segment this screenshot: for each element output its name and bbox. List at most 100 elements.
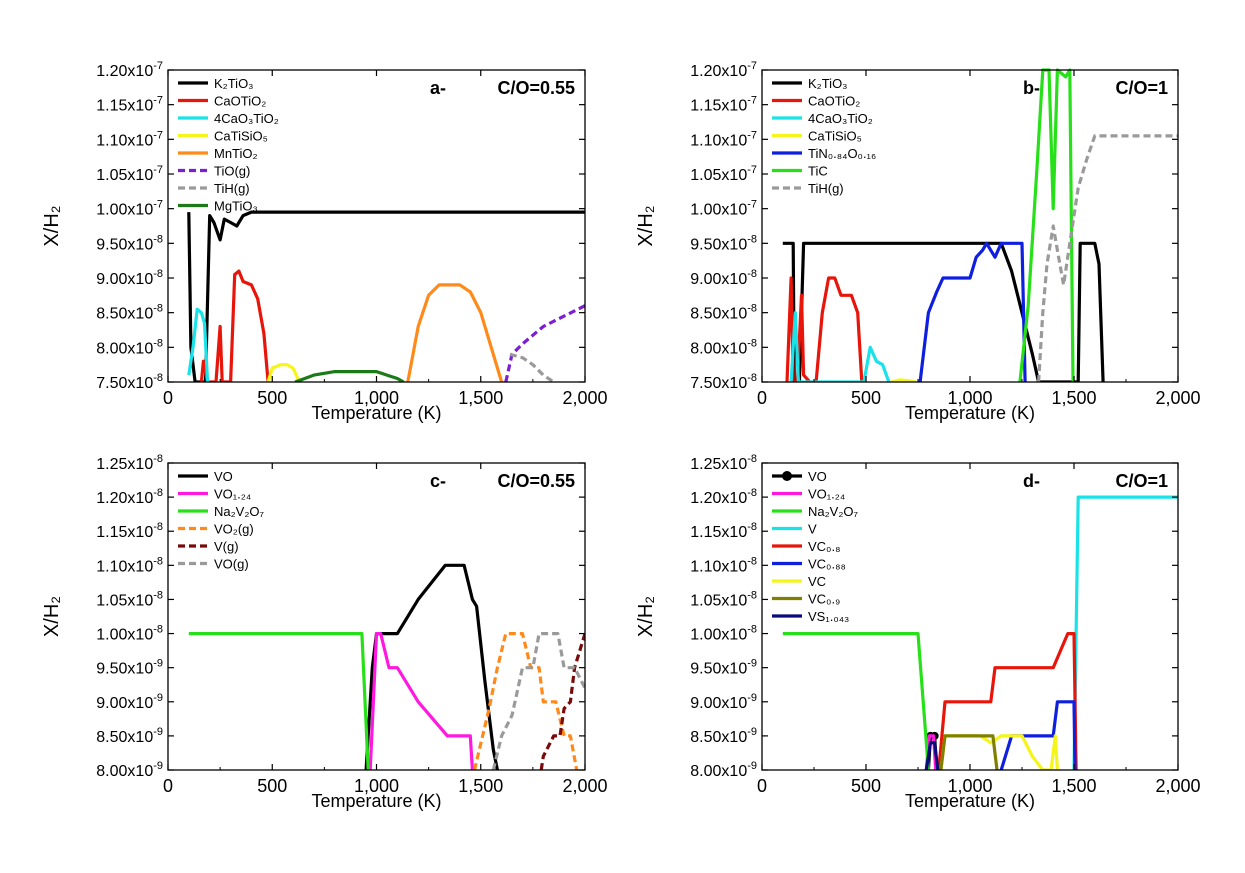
y-tick-label: 8.50x10-8 (96, 303, 163, 323)
y-tick-label: 7.50x10-8 (96, 372, 163, 392)
y-tick-label: 1.00x10-8 (690, 624, 757, 644)
legend-label-5: VO(g) (214, 557, 249, 572)
legend-label-4: MnTiO₂ (214, 146, 258, 161)
y-tick-label: 9.50x10-8 (96, 233, 163, 253)
panel-annotation: C/O=1 (1115, 78, 1168, 98)
panel-b: 0 500 1,000 1,500 2,000 7.50x10-8 8.00x10-8 8.5… (635, 60, 1201, 423)
x-tick-label: 500 (851, 776, 881, 796)
y-tick-label: 1.15x10-7 (96, 95, 163, 115)
x-tick-label: 2,000 (1155, 776, 1200, 796)
y-tick-label: 9.00x10-9 (690, 692, 757, 712)
y-tick-label: 1.10x10-8 (96, 555, 163, 575)
legend-label-2: 4CaO₃TiO₂ (214, 111, 279, 126)
y-tick-label: 1.10x10-8 (690, 555, 757, 575)
series-line-1 (785, 276, 864, 382)
series-line-3 (266, 363, 301, 382)
x-tick-label: 1,500 (1051, 388, 1096, 408)
y-tick-label: 1.05x10-8 (96, 589, 163, 609)
legend-label-2: Na₂V₂O₇ (214, 504, 264, 519)
x-tick-label: 1,500 (1051, 776, 1096, 796)
y-tick-label: 9.00x10-8 (96, 268, 163, 288)
series-line-5 (999, 700, 1077, 770)
legend-label-2: Na₂V₂O₇ (808, 504, 858, 519)
legend-label-2: 4CaO₃TiO₂ (808, 111, 873, 126)
series-line-5 (504, 304, 585, 382)
y-tick-label: 8.00x10-8 (690, 337, 757, 357)
legend-label-7: MgTiO₃ (214, 199, 258, 214)
legend: VO VO₁.₂₄ Na₂V₂O₇ VO₂(g) V(g) VO(g) (178, 469, 264, 572)
y-tick-label: 9.00x10-8 (690, 268, 757, 288)
panel-label: b- (1023, 78, 1040, 98)
series-line-8 (924, 741, 940, 770)
x-tick-label: 1,500 (458, 388, 503, 408)
series-line-6 (1037, 134, 1178, 382)
y-tick-label: 1.15x10-7 (690, 95, 757, 115)
legend-label-0: VO (808, 469, 827, 484)
series-line-7 (939, 734, 999, 770)
legend-label-3: VO₂(g) (214, 522, 254, 537)
y-tick-label: 1.20x10-8 (96, 487, 163, 507)
panel-d: 0 500 1,000 1,500 2,000 8.00x10-9 8.50x10-9 9.0… (635, 453, 1201, 811)
y-tick-label: 1.05x10-8 (690, 589, 757, 609)
legend: K₂TiO₃ CaOTiO₂ 4CaO₃TiO₂ CaTiSiO₅ MnTiO₂ TiO(… (178, 76, 279, 214)
series-line-2 (782, 632, 930, 770)
x-tick-label: 1,000 (354, 388, 399, 408)
y-tick-label: 1.20x10-7 (96, 60, 163, 80)
series-line-3 (1072, 495, 1178, 770)
legend-label-1: VO₁.₂₄ (214, 487, 251, 502)
legend-label-3: V (808, 522, 817, 537)
legend-label-4: TiN₀.₈₄O₀.₁₆ (808, 146, 876, 161)
y-tick-label: 8.50x10-9 (690, 726, 757, 746)
series-line-7 (294, 370, 405, 382)
series-group (782, 68, 1178, 382)
series-line-4 (918, 241, 1027, 382)
series-line-0 (782, 241, 1105, 382)
y-tick-label: 9.50x10-9 (690, 658, 757, 678)
legend-label-0: VO (214, 469, 233, 484)
y-tick-label: 9.50x10-9 (96, 658, 163, 678)
panel-label: a- (430, 78, 446, 98)
legend-label-7: VC₀.₉ (808, 592, 840, 607)
series-line-5 (1018, 68, 1075, 382)
series-group (188, 563, 585, 770)
y-tick-label: 9.50x10-8 (690, 233, 757, 253)
x-tick-label: 500 (257, 388, 287, 408)
series-group (782, 495, 1178, 770)
legend-label-5: TiO(g) (214, 164, 250, 179)
panel-annotation: C/O=0.55 (497, 471, 575, 491)
series-line-2 (789, 311, 891, 382)
y-tick-label: 1.20x10-8 (690, 487, 757, 507)
x-tick-label: 2,000 (562, 776, 607, 796)
series-line-0 (364, 563, 499, 770)
y-tick-label: 8.00x10-9 (96, 760, 163, 780)
legend-label-6: TiH(g) (808, 181, 844, 196)
panel-label: c- (430, 471, 446, 491)
x-tick-label: 0 (163, 776, 173, 796)
legend-label-3: CaTiSiO₅ (808, 129, 862, 144)
y-tick-label: 1.25x10-8 (690, 453, 757, 473)
series-line-0 (187, 210, 585, 382)
x-tick-label: 1,000 (947, 776, 992, 796)
legend-label-6: TiH(g) (214, 181, 250, 196)
x-tick-label: 0 (757, 776, 767, 796)
x-tick-label: 2,000 (562, 388, 607, 408)
x-tick-label: 2,000 (1155, 388, 1200, 408)
panel-a: 0 500 1,000 1,500 2,000 7.50x10-8 8.00x10-8 8.5… (41, 60, 608, 423)
y-tick-label: 1.15x10-8 (690, 521, 757, 541)
y-tick-label: 8.50x10-9 (96, 726, 163, 746)
legend: VO VO₁.₂₄ Na₂V₂O₇ V VC₀.₈ VC₀.₈₈ VC VC₀.₉ VS₁.₀₄… (772, 469, 858, 624)
x-tick-label: 1,000 (354, 776, 399, 796)
legend-label-0: K₂TiO₃ (808, 76, 847, 91)
legend-label-4: VC₀.₈ (808, 539, 840, 554)
legend-label-4: V(g) (214, 539, 239, 554)
series-line-2 (188, 632, 370, 770)
y-tick-label: 1.05x10-7 (690, 164, 757, 184)
x-tick-label: 0 (163, 388, 173, 408)
y-axis-label: X/H₂ (635, 205, 657, 246)
legend-label-3: CaTiSiO₅ (214, 129, 268, 144)
series-group (187, 210, 585, 382)
series-line-4 (539, 633, 585, 770)
y-tick-label: 1.05x10-7 (96, 164, 163, 184)
x-axis-label: Temperature (K) (905, 403, 1035, 423)
